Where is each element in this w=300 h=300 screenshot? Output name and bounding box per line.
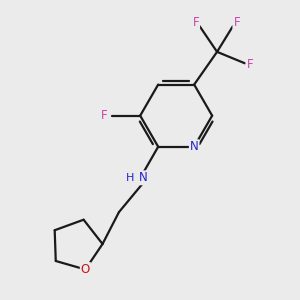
Text: F: F: [233, 16, 240, 29]
Text: N: N: [190, 140, 199, 153]
Text: F: F: [101, 109, 107, 122]
Text: O: O: [81, 263, 90, 276]
Text: F: F: [247, 58, 253, 71]
Text: N: N: [138, 171, 147, 184]
Text: H: H: [125, 173, 134, 183]
Text: F: F: [193, 16, 199, 29]
